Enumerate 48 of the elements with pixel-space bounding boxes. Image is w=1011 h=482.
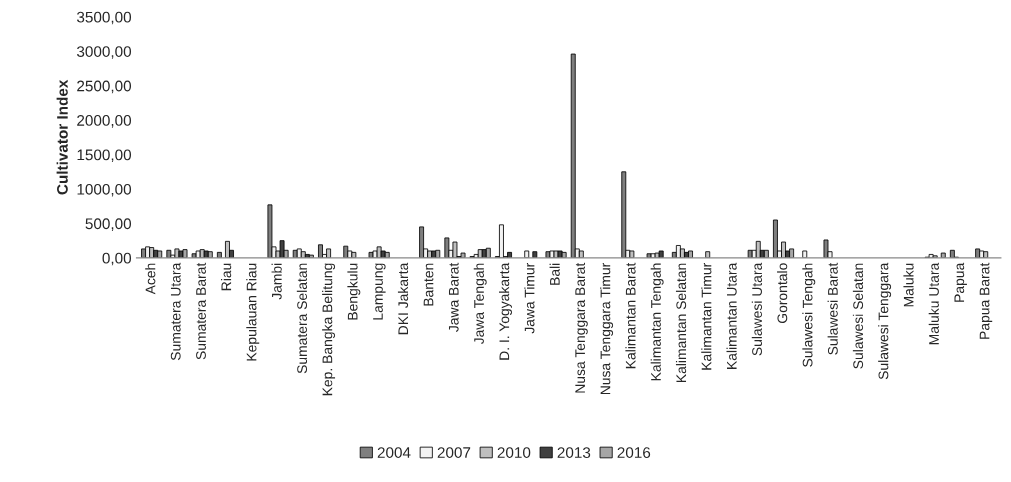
- y-tick-label: 500,00: [85, 218, 132, 231]
- x-tick-label: Kalimantan Timur: [701, 262, 712, 370]
- x-tick-label: Sulawesi Barat: [827, 262, 838, 355]
- x-tick-label: DKI Jakarta: [397, 262, 409, 335]
- x-tick-label: Jawa Timur: [524, 262, 535, 334]
- x-tick-label: Sulawesi Utara: [751, 262, 762, 356]
- x-tick-label: Kalimantan Tengah: [650, 263, 664, 381]
- x-tick-label: Kepulauan Riau: [246, 263, 260, 361]
- legend-label: 2010: [497, 447, 531, 458]
- x-tick-label: Maluku: [903, 263, 914, 307]
- y-tick-label: 0,00: [102, 252, 132, 266]
- x-tick-label: Nusa Tenggara Barat: [575, 262, 588, 393]
- y-tick-label: 2500,00: [77, 80, 132, 94]
- x-tick-label: Sulawesi Tenggara: [878, 262, 892, 380]
- x-tick-label: Kalimantan Selatan: [675, 263, 687, 383]
- y-axis-title: Cultivator Index: [56, 79, 68, 195]
- x-tick-label: Sumatera Barat: [196, 262, 206, 360]
- x-tick-label: Papua: [954, 262, 967, 302]
- x-tick-label: Sumatera Utara: [170, 262, 181, 361]
- y-tick-label: 1500,00: [77, 149, 132, 163]
- legend-label: 2004: [377, 447, 411, 458]
- x-tick-label: Papua Barat: [979, 262, 993, 339]
- x-tick-label: Sulawesi Tengah: [802, 263, 816, 367]
- x-tick-label: Jawa Barat: [448, 262, 459, 332]
- x-tick-label: Bali: [549, 263, 560, 285]
- x-tick-label: Kalimantan Utara: [726, 262, 737, 369]
- y-tick-label: 3000,00: [76, 46, 132, 59]
- x-tick-label: Sumatera Selatan: [296, 263, 308, 374]
- x-tick-label: Nusa Tenggara Timur: [600, 262, 614, 395]
- x-tick-label: Maluku Utara: [928, 262, 939, 345]
- x-tick-label: Riau: [221, 263, 232, 291]
- legend-label: 2016: [617, 447, 651, 458]
- x-tick-label: Bengkulu: [347, 263, 361, 320]
- x-tick-label: Jambi: [271, 263, 282, 300]
- x-tick-label: Kalimantan Barat: [625, 262, 636, 369]
- x-tick-label: Jawa Tengah: [473, 263, 487, 345]
- y-tick-label: 1000,00: [77, 183, 132, 197]
- x-tick-label: Kep. Bangka Belitung: [322, 263, 336, 396]
- x-tick-label: Sulawesi Selatan: [852, 263, 864, 369]
- x-tick-label: D. I. Yogyakarta: [499, 262, 512, 360]
- x-tick-label: Gorontalo: [777, 263, 788, 324]
- legend-label: 2007: [437, 447, 471, 458]
- y-tick-label: 3500,00: [76, 11, 132, 25]
- x-tick-label: Aceh: [145, 263, 156, 295]
- x-tick-label: Lampung: [373, 263, 386, 320]
- legend-label: 2013: [557, 447, 591, 458]
- y-tick-label: 2000,00: [77, 115, 132, 128]
- x-tick-label: Banten: [423, 263, 434, 306]
